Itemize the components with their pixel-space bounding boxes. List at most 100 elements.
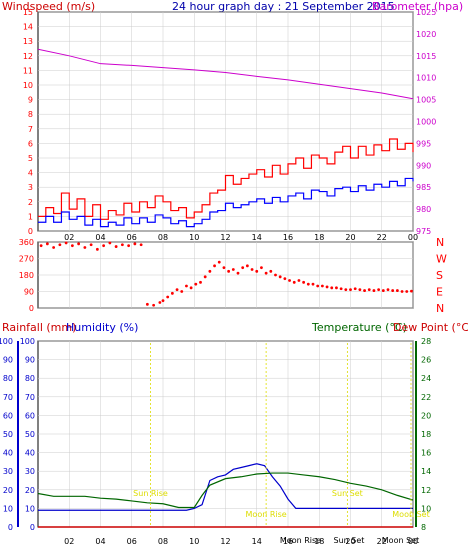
windspeed-tick-label: 8	[28, 110, 33, 119]
direction-point	[377, 288, 381, 292]
x-tick-label: 10	[189, 233, 199, 242]
humidity-tick-label: 30	[25, 467, 35, 476]
direction-point	[358, 288, 362, 292]
dewpoint-axis-label: Dew Point (°C)	[393, 321, 468, 334]
windspeed-tick-label: 11	[23, 66, 33, 75]
direction-point	[250, 268, 254, 271]
direction-point	[64, 241, 68, 245]
x-tick-label: 06	[127, 537, 137, 546]
windspeed-tick-label: 15	[23, 8, 33, 17]
compass-label: N	[436, 302, 444, 315]
x-tick-label: 18	[314, 233, 324, 242]
direction-point	[297, 279, 301, 282]
average-line	[38, 177, 414, 228]
barometer-tick-label: 1015	[416, 52, 436, 61]
direction-point	[302, 280, 306, 284]
direction-point	[344, 288, 348, 292]
rain-tick-label: 0	[8, 523, 13, 532]
direction-point	[127, 244, 131, 248]
x-tick-label: 20	[345, 233, 355, 242]
event-label: Moon Rise	[280, 536, 321, 545]
wind-direction-grid	[38, 241, 414, 309]
direction-point	[353, 287, 357, 291]
direction-point	[292, 280, 296, 284]
windspeed-tick-label: 0	[28, 227, 33, 236]
event-label: Moon Set	[392, 510, 429, 519]
direction-point	[108, 241, 112, 245]
compass-label: E	[436, 286, 443, 299]
direction-tick-label: 270	[19, 255, 34, 264]
direction-point	[245, 264, 249, 268]
windspeed-tick-label: 7	[28, 125, 33, 134]
direction-point	[391, 289, 395, 292]
direction-point	[264, 271, 268, 275]
direction-point	[316, 284, 320, 288]
x-tick-label: 14	[252, 233, 262, 242]
direction-point	[330, 286, 334, 290]
rain-tick-label: 50	[3, 430, 13, 439]
wind-baro-x-axis: 02 04 06 08 10 12 14 16 18 20 22 00	[64, 233, 418, 242]
windspeed-tick-label: 6	[28, 139, 33, 148]
event-label: Moon Rise	[246, 510, 287, 519]
x-tick-label: 22	[377, 233, 387, 242]
direction-point	[395, 289, 399, 292]
wind-direction-axis: 0 90 180 270 360	[19, 238, 34, 313]
rain-tick-label: 80	[3, 374, 13, 383]
direction-point	[194, 282, 198, 286]
temperature-tick-label: 26	[421, 356, 431, 365]
x-tick-label: 08	[158, 233, 168, 242]
temperature-tick-label: 8	[421, 523, 426, 532]
barometer-tick-label: 980	[416, 205, 431, 214]
humidity-tick-label: 100	[20, 337, 35, 346]
direction-point	[175, 288, 179, 292]
rain-humidity-axis: 0 0 10 10 20 20 30 30 40 40 50 50 60 60 70 70 80 80 90 90 10…	[0, 337, 35, 532]
direction-point	[114, 245, 118, 248]
direction-point	[89, 243, 93, 247]
x-tick-label: 10	[189, 537, 199, 546]
rain-humidity-temp-x-axis: 02 04 06 08 10 12 14 16 18 20 22 00	[64, 537, 418, 546]
direction-point	[255, 269, 259, 273]
barometer-axis: 975 980 985 990 995 1000 1005 1010 1015 1020 1025	[416, 8, 436, 236]
direction-point	[95, 247, 99, 251]
rain-tick-label: 70	[3, 393, 13, 402]
temperature-tick-label: 10	[421, 504, 431, 513]
direction-point	[405, 290, 409, 293]
humidity-tick-label: 70	[25, 393, 35, 402]
direction-tick-label: 0	[29, 304, 34, 313]
rain-tick-label: 10	[3, 504, 13, 513]
rain-tick-label: 90	[3, 356, 13, 365]
barometer-tick-label: 990	[416, 161, 431, 170]
direction-point	[372, 289, 376, 292]
compass-label: N	[436, 236, 444, 249]
direction-point	[269, 269, 273, 273]
rain-tick-label: 100	[0, 337, 13, 346]
x-tick-label: 08	[158, 537, 168, 546]
direction-point	[208, 269, 212, 273]
direction-point	[222, 266, 226, 270]
x-tick-label: 00	[408, 233, 418, 242]
event-label: Sun Set	[332, 489, 363, 498]
x-tick-label: 22	[377, 537, 387, 546]
direction-point	[199, 280, 202, 284]
direction-point	[52, 246, 56, 249]
x-tick-label: 04	[95, 233, 105, 242]
windspeed-tick-label: 10	[23, 81, 33, 90]
x-tick-label: 02	[64, 233, 74, 242]
direction-point	[102, 244, 106, 248]
x-tick-label: 20	[345, 537, 355, 546]
humidity-tick-label: 80	[25, 374, 35, 383]
x-tick-label: 18	[314, 537, 324, 546]
temperature-tick-label: 16	[421, 449, 431, 458]
x-tick-label: 12	[220, 537, 230, 546]
humidity-axis-label: Humidity (%)	[66, 321, 138, 334]
rainfall-axis-label: Rainfall (mm)	[2, 321, 76, 334]
windspeed-axis-label: Windspeed (m/s)	[2, 0, 95, 13]
rain-humidity-temp-grid	[38, 340, 414, 528]
x-tick-label: 12	[220, 233, 230, 242]
humidity-tick-label: 20	[25, 486, 35, 495]
x-tick-label: 00	[408, 537, 418, 546]
